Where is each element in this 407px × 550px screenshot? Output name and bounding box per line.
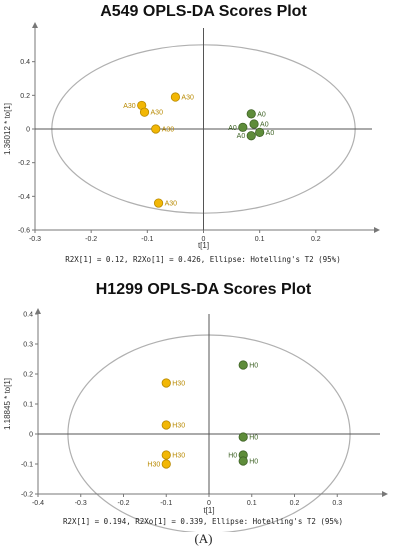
score-point: [238, 456, 248, 466]
x-tick-label: 0.1: [255, 236, 265, 243]
x-axis-label: t[1]: [198, 241, 209, 250]
figure-caption: (A): [194, 531, 213, 546]
point-label: A0: [266, 130, 275, 137]
point-label: H0: [228, 453, 237, 460]
point-label: A0: [228, 125, 237, 132]
score-point: [161, 420, 171, 430]
point-label: H0: [249, 435, 258, 442]
point-label: H30: [172, 453, 185, 460]
x-tick-label: 0.3: [332, 500, 342, 507]
x-tick-label: -0.2: [117, 500, 129, 507]
y-tick-label: -0.1: [21, 462, 33, 469]
point-label: A0: [260, 121, 269, 128]
x-tick-label: 0.1: [247, 500, 257, 507]
x-tick-label: -0.4: [32, 500, 44, 507]
x-tick-label: -0.2: [85, 236, 97, 243]
x-tick-label: 0.2: [290, 500, 300, 507]
model-stats-text: R2X[1] = 0.194, R2Xo[1] = 0.339, Ellipse…: [63, 517, 343, 526]
point-label: H30: [147, 462, 160, 469]
x-axis-label: t[1]: [203, 506, 214, 515]
point-label: H0: [249, 363, 258, 370]
score-point: [170, 92, 181, 102]
chart-title-h1299: H1299 OPLS-DA Scores Plot: [95, 281, 312, 298]
y-axis-label: 1.18845 * to[1]: [3, 378, 12, 430]
y-tick-label: -0.2: [18, 160, 30, 167]
point-label: A0: [237, 133, 246, 140]
y-tick-label: 0.2: [20, 93, 30, 100]
point-label: A0: [257, 111, 266, 118]
x-tick-label: 0.2: [311, 236, 321, 243]
y-axis-label: 1.36012 * to[1]: [3, 103, 12, 155]
score-point: [151, 124, 161, 134]
score-point: [246, 131, 256, 141]
point-label: H0: [249, 459, 258, 466]
y-tick-label: 0.4: [23, 312, 33, 319]
x-axis-arrow: [382, 491, 388, 497]
y-tick-label: 0.3: [23, 342, 33, 349]
y-tick-label: -0.4: [18, 194, 30, 201]
point-label: H30: [172, 423, 185, 430]
point-label: A30: [151, 110, 164, 117]
score-point: [238, 122, 248, 132]
point-label: A30: [181, 95, 194, 102]
x-tick-label: -0.1: [160, 500, 172, 507]
score-point: [238, 360, 248, 370]
score-point: [161, 459, 171, 469]
score-point: [139, 107, 150, 117]
y-axis-arrow: [32, 22, 38, 28]
y-tick-label: 0.1: [23, 402, 33, 409]
x-tick-label: 0: [207, 500, 211, 507]
x-tick-label: 0: [202, 236, 206, 243]
x-axis-arrow: [374, 227, 380, 233]
point-label: A30: [165, 201, 178, 208]
y-tick-label: -0.6: [18, 228, 30, 235]
point-label: A30: [123, 103, 136, 110]
y-tick-label: 0: [26, 127, 30, 134]
scores-plot-h1299: -0.4 -0.3 -0.2 -0.1 0 0.1 0.2 0.3 -0.2 -0.1 0 0.1 0.…: [3, 308, 388, 532]
point-label: A30: [162, 127, 175, 134]
score-point: [255, 127, 265, 137]
x-tick-label: -0.1: [141, 236, 153, 243]
scores-plot-a549: -0.3 -0.2 -0.1 0 0.1 0.2 -0.6 -0.4 -0.2 0 0.2 0.4 t[…: [3, 22, 380, 264]
y-tick-label: -0.2: [21, 492, 33, 499]
y-tick-label: 0.2: [23, 372, 33, 379]
y-tick-label: 0.4: [20, 59, 30, 66]
chart-title-a549: A549 OPLS-DA Scores Plot: [100, 3, 307, 20]
y-tick-label: 0: [29, 432, 33, 439]
score-point: [246, 109, 256, 119]
score-point: [161, 450, 171, 460]
x-tick-label: -0.3: [75, 500, 87, 507]
score-point: [238, 432, 248, 442]
x-tick-label: -0.3: [29, 236, 41, 243]
model-stats-text: R2X[1] = 0.12, R2Xo[1] = 0.426, Ellipse:…: [65, 255, 340, 264]
score-point: [153, 198, 164, 208]
score-point: [161, 378, 171, 388]
point-label: H30: [172, 381, 185, 388]
y-axis-arrow: [35, 308, 41, 314]
score-point: [249, 119, 259, 129]
